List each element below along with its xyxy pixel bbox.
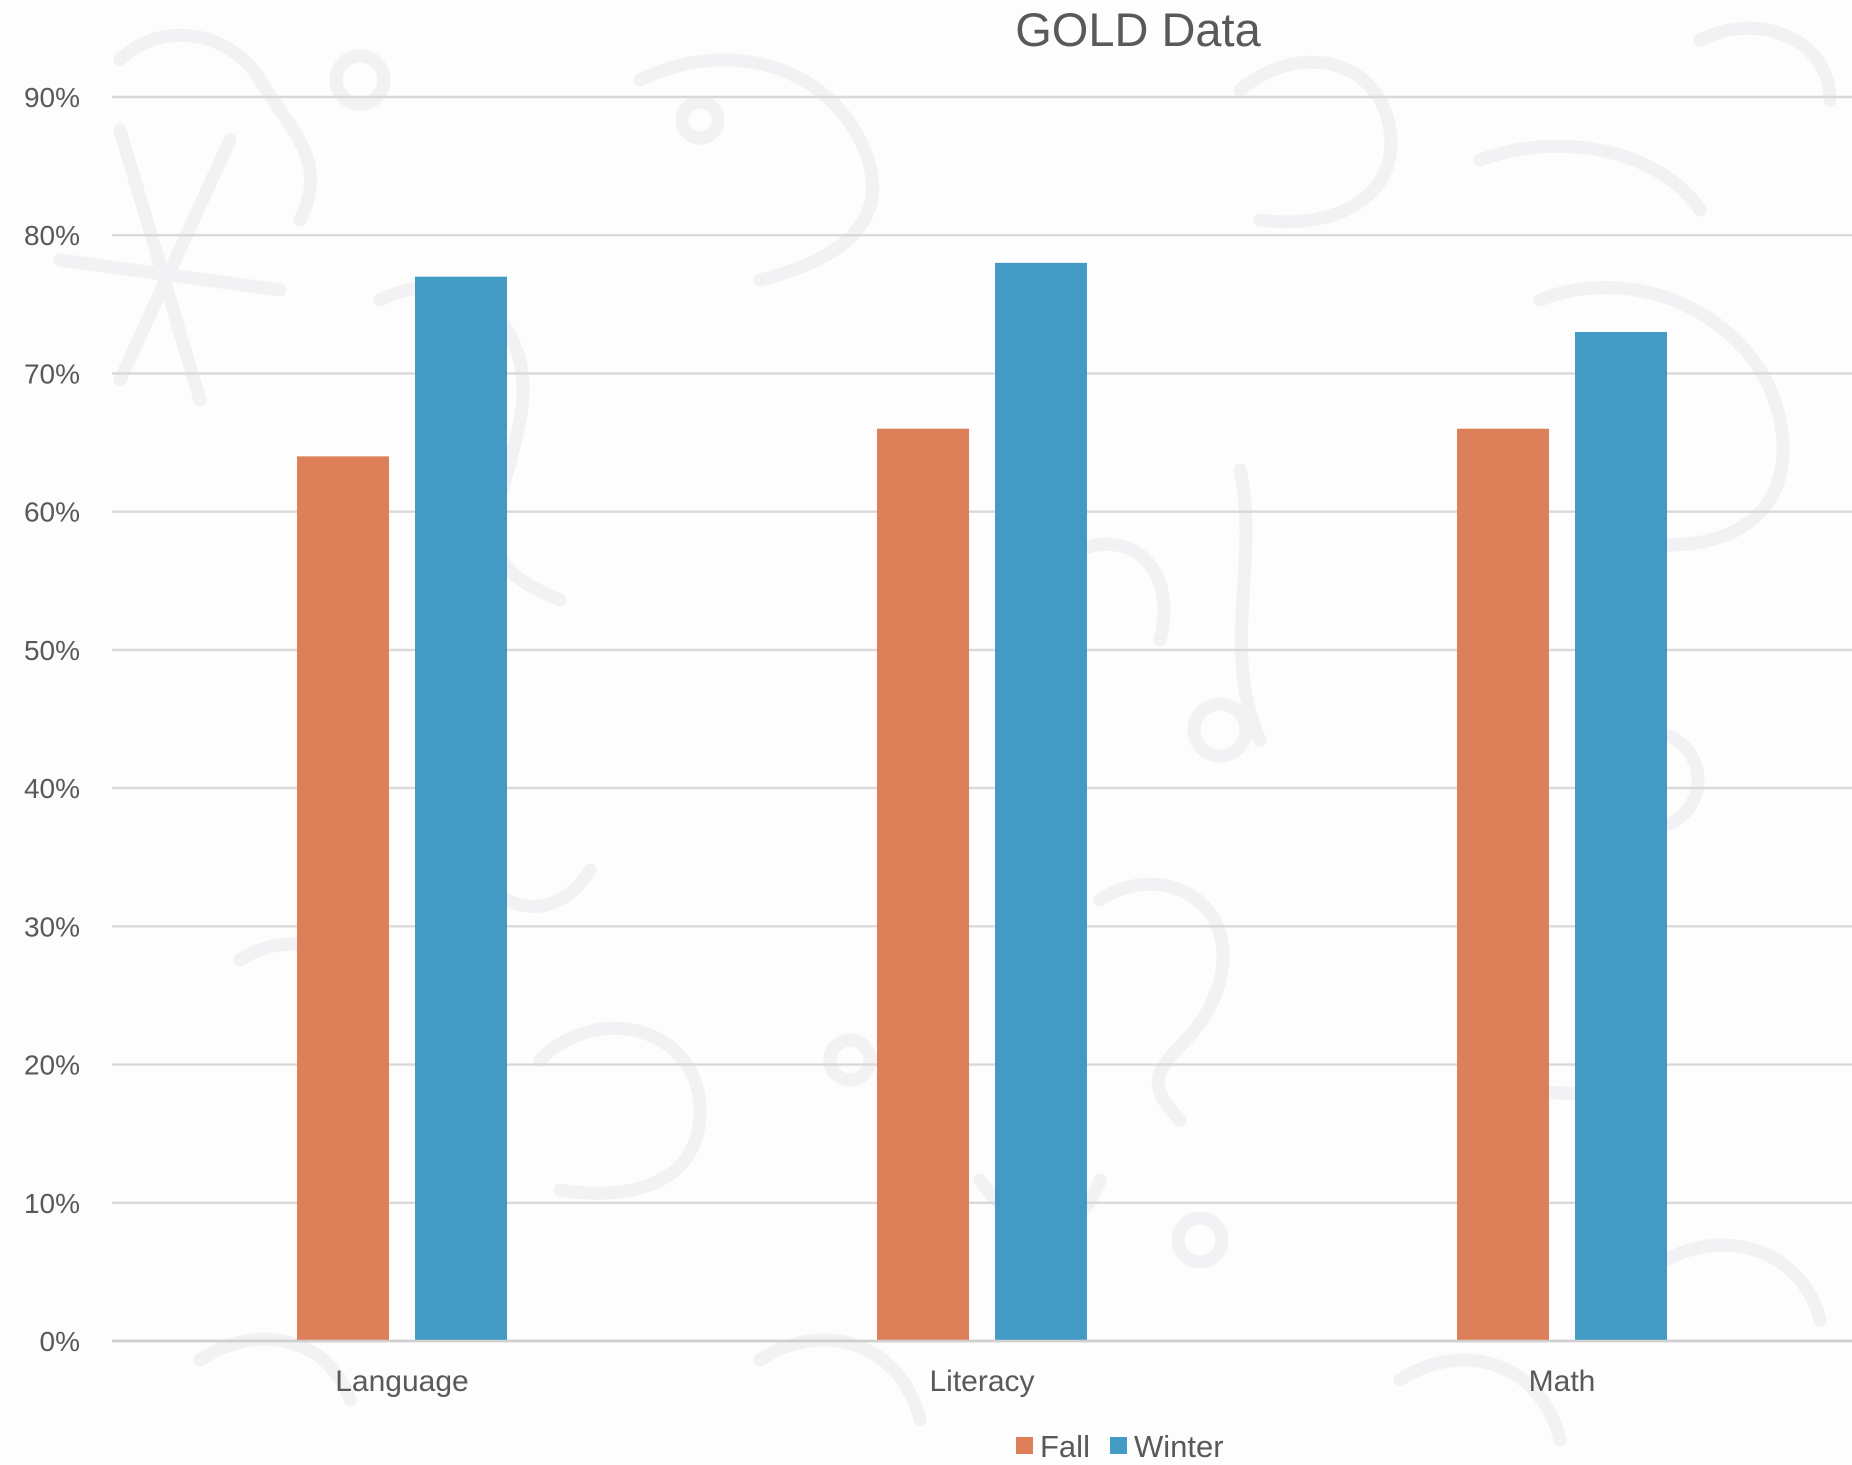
x-tick-label: Math [1529,1365,1596,1398]
legend-swatch-fall [1016,1437,1033,1454]
x-tick-label: Literacy [929,1365,1034,1398]
legend-swatch-winter [1110,1437,1127,1454]
bar-winter-math[interactable] [1575,331,1667,1341]
legend-label-fall: Fall [1040,1429,1090,1464]
bar-fall-literacy[interactable] [877,428,969,1341]
y-tick-label: 0% [40,1326,80,1357]
y-tick-label: 30% [24,911,80,942]
chart-title: GOLD Data [1015,3,1261,56]
y-tick-label: 60% [24,497,80,528]
x-axis-category-labels: Language Literacy Math [335,1365,1595,1398]
y-tick-label: 90% [24,82,80,113]
bar-winter-language[interactable] [415,276,507,1341]
x-tick-label: Language [335,1365,468,1398]
y-tick-label: 20% [24,1050,80,1081]
legend[interactable]: Fall Winter [1016,1429,1224,1464]
bar-fall-math[interactable] [1457,428,1549,1341]
bar-winter-literacy[interactable] [995,262,1087,1341]
bars [112,262,1852,1343]
y-tick-label: 80% [24,220,80,251]
y-tick-label: 40% [24,773,80,804]
bar-fall-language[interactable] [297,456,389,1341]
legend-label-winter: Winter [1134,1429,1224,1464]
y-axis-tick-labels: 0% 10% 20% 30% 40% 50% 60% 70% 80% 90% [24,82,80,1357]
y-tick-label: 70% [24,358,80,389]
y-tick-label: 50% [24,635,80,666]
y-tick-label: 10% [24,1188,80,1219]
